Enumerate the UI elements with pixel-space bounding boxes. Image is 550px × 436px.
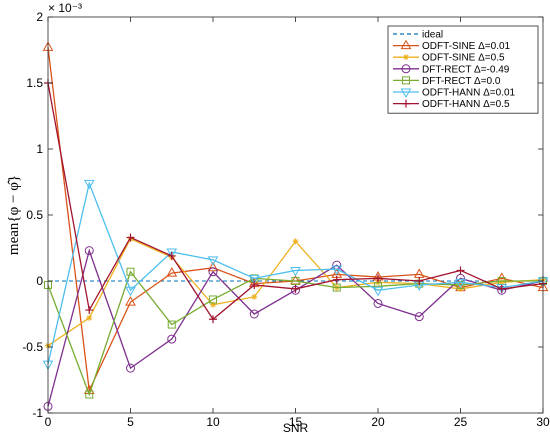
- x-axis: 0 5 10 15 20 25 30: [45, 17, 550, 429]
- series-1-point: [125, 296, 136, 306]
- x-tick-label: 5: [127, 415, 134, 429]
- series-5: [42, 179, 549, 371]
- series-5-point: [372, 286, 384, 297]
- series-2-point: [498, 279, 505, 286]
- legend-label: ODFT-HANN Δ=0.01: [422, 88, 516, 99]
- series-6-point: [85, 306, 94, 315]
- x-tick-label: 25: [454, 415, 468, 429]
- series-6-point: [497, 284, 506, 293]
- series-3-point: [126, 363, 135, 373]
- legend-marker: [400, 88, 412, 99]
- series-1-point: [166, 267, 178, 277]
- series-3-point: [373, 298, 383, 308]
- series-5-point: [166, 248, 178, 258]
- y-axis: -1 -0.5 0 0.5 1 1.5 2: [22, 10, 543, 420]
- legend-item: ideal: [393, 30, 443, 41]
- series-6-point: [167, 251, 176, 260]
- x-axis-label: SNR: [283, 421, 309, 435]
- legend-item: ODFT-SINE Δ=0.01: [393, 39, 511, 52]
- y-tick-label: 1: [36, 142, 43, 156]
- legend-box: [387, 25, 539, 114]
- y-tick-label: 1.5: [26, 76, 43, 90]
- legend-item: ODFT-HANN Δ=0.5: [393, 99, 510, 110]
- x-tick-label: 15: [289, 415, 303, 429]
- series-3-point: [84, 246, 94, 256]
- series-6-point: [291, 284, 300, 293]
- series-4-line: [47, 270, 543, 397]
- series-5-point: [290, 266, 301, 277]
- series-3-point: [167, 334, 177, 344]
- series-6-point: [332, 275, 341, 284]
- series-2-point: [251, 293, 258, 300]
- series-6-point: [456, 266, 465, 275]
- legend-item: ODFT-SINE Δ=0.5: [393, 53, 505, 64]
- series-4-point: [167, 320, 176, 329]
- chart-marks: [42, 41, 549, 411]
- legend-marker: [401, 64, 411, 74]
- y-tick-label: 2: [36, 10, 43, 24]
- x-tick-label: 30: [536, 415, 550, 429]
- legend-label: ODFT-HANN Δ=0.5: [422, 99, 510, 110]
- y-tick-label: -0.5: [22, 340, 43, 354]
- legend-marker: [403, 54, 409, 61]
- series-4-point: [332, 283, 341, 292]
- series-1-point: [207, 261, 219, 272]
- x-tick-label: 0: [45, 415, 52, 429]
- y-axis-label: mean{φ − φ̂}: [6, 175, 22, 255]
- legend-marker: [402, 76, 410, 85]
- y-tick-label: 0: [36, 274, 43, 288]
- series-6-point: [209, 315, 217, 324]
- series-4-point: [126, 267, 135, 276]
- y-tick-label: 0.5: [26, 208, 43, 222]
- x-tick-label: 10: [206, 415, 220, 429]
- series-1-point: [413, 268, 425, 278]
- series-6-point: [250, 280, 259, 289]
- series-3-point: [208, 267, 218, 277]
- legend-marker: [400, 39, 412, 50]
- series-5-point: [125, 286, 136, 297]
- legend-marker: [402, 99, 410, 108]
- series-6-point: [126, 233, 135, 242]
- series-4-point: [456, 280, 465, 289]
- series-5-point: [331, 265, 343, 276]
- series-3-point: [414, 312, 424, 322]
- series-2-point: [86, 314, 93, 321]
- legend-item: DFT-RECT Δ=0.0: [393, 76, 501, 87]
- series-3-point: [249, 309, 259, 319]
- series-6-point: [374, 274, 382, 283]
- legend-label: ODFT-SINE Δ=0.01: [422, 41, 511, 52]
- series-4-point: [291, 277, 300, 285]
- legend-label: DFT-RECT Δ=0.0: [422, 76, 501, 87]
- legend-label: ideal: [422, 30, 443, 41]
- series-5-point: [207, 256, 219, 266]
- series-3: [43, 246, 548, 411]
- series-2-point: [292, 238, 299, 245]
- legend-label: ODFT-SINE Δ=0.5: [422, 53, 505, 64]
- series-5-point: [83, 179, 95, 190]
- series-6-point: [415, 277, 424, 285]
- legend-item: ODFT-HANN Δ=0.01: [393, 88, 516, 99]
- legend-item: DFT-RECT Δ=-0.49: [393, 64, 510, 75]
- y-tick-label: -1: [32, 406, 43, 420]
- series-5-point: [455, 278, 466, 289]
- legend-label: DFT-RECT Δ=-0.49: [422, 64, 510, 75]
- series-2-point: [210, 301, 216, 308]
- y-exponent-label: × 10⁻³: [48, 1, 82, 15]
- series-4-point: [209, 295, 217, 304]
- series-5-point: [248, 274, 260, 285]
- x-tick-label: 20: [371, 415, 385, 429]
- series-4-point: [85, 390, 94, 399]
- series-5-line: [47, 181, 544, 365]
